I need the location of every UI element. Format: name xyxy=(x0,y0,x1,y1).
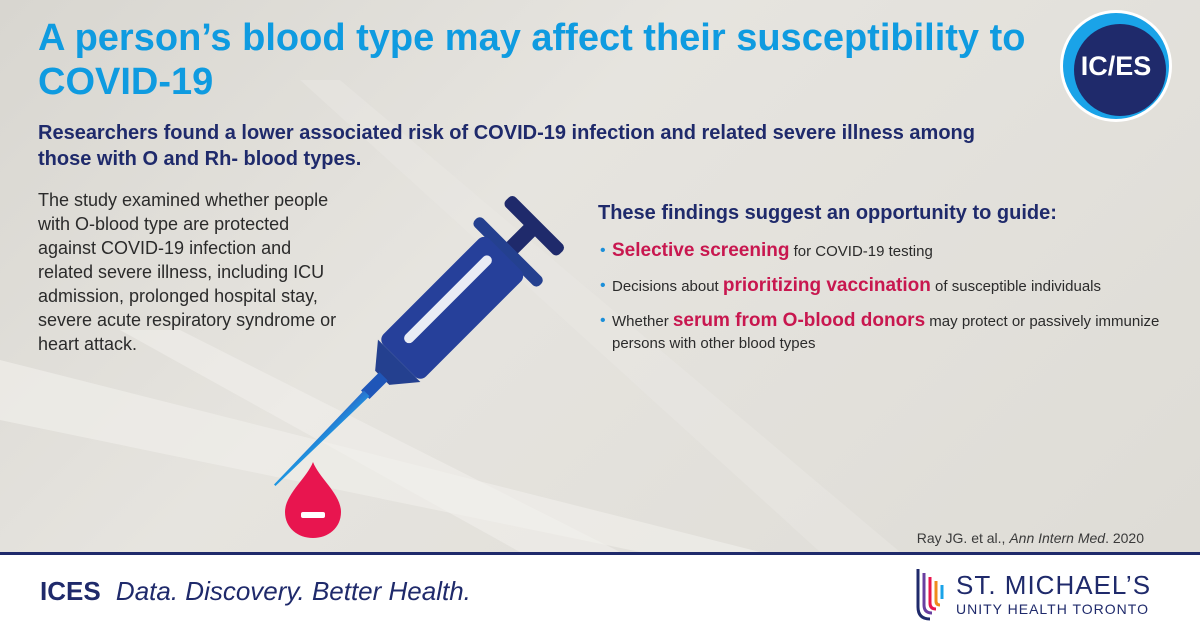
finding-highlight: Selective screening xyxy=(612,240,790,261)
finding-highlight: prioritizing vaccination xyxy=(722,275,931,296)
background xyxy=(0,0,1200,552)
brand-name: ICES xyxy=(40,576,101,606)
logo-text: IC/ES xyxy=(1080,50,1152,81)
list-item: • Whether serum from O-blood donors may … xyxy=(600,310,1160,352)
partner-logo: ST. MICHAEL’S UNITY HEALTH TORONTO xyxy=(912,563,1162,625)
study-description: The study examined whether people with O… xyxy=(38,190,337,354)
blood-drop-negative-icon xyxy=(285,462,341,538)
bullet-dot: • xyxy=(600,242,606,259)
partner-subtitle: UNITY HEALTH TORONTO xyxy=(956,601,1149,617)
list-item: • Decisions about prioritizing vaccinati… xyxy=(600,275,1101,296)
findings-heading: These findings suggest an opportunity to… xyxy=(598,202,1057,224)
citation-journal: Ann Intern Med xyxy=(1009,530,1106,546)
citation: Ray JG. et al., Ann Intern Med. 2020 xyxy=(916,530,1144,546)
findings-list: • Selective screening for COVID-19 testi… xyxy=(600,240,1160,367)
footer: ICES Data. Discovery. Better Health. ST.… xyxy=(0,552,1200,628)
footer-brand: ICES Data. Discovery. Better Health. xyxy=(40,575,471,607)
bullet-dot: • xyxy=(600,312,606,329)
unity-health-icon xyxy=(916,569,944,621)
list-item: • Selective screening for COVID-19 testi… xyxy=(600,240,933,261)
brand-tagline: Data. Discovery. Better Health. xyxy=(115,576,471,606)
syringe-icon xyxy=(274,196,564,486)
partner-name: ST. MICHAEL’S xyxy=(956,570,1152,600)
ices-logo: IC/ES xyxy=(1058,8,1174,124)
finding-highlight: serum from O-blood donors xyxy=(672,310,926,331)
page-title: A person’s blood type may affect their s… xyxy=(38,17,1026,103)
bullet-dot: • xyxy=(600,277,606,294)
page-subtitle: Researchers found a lower associated ris… xyxy=(38,122,975,170)
